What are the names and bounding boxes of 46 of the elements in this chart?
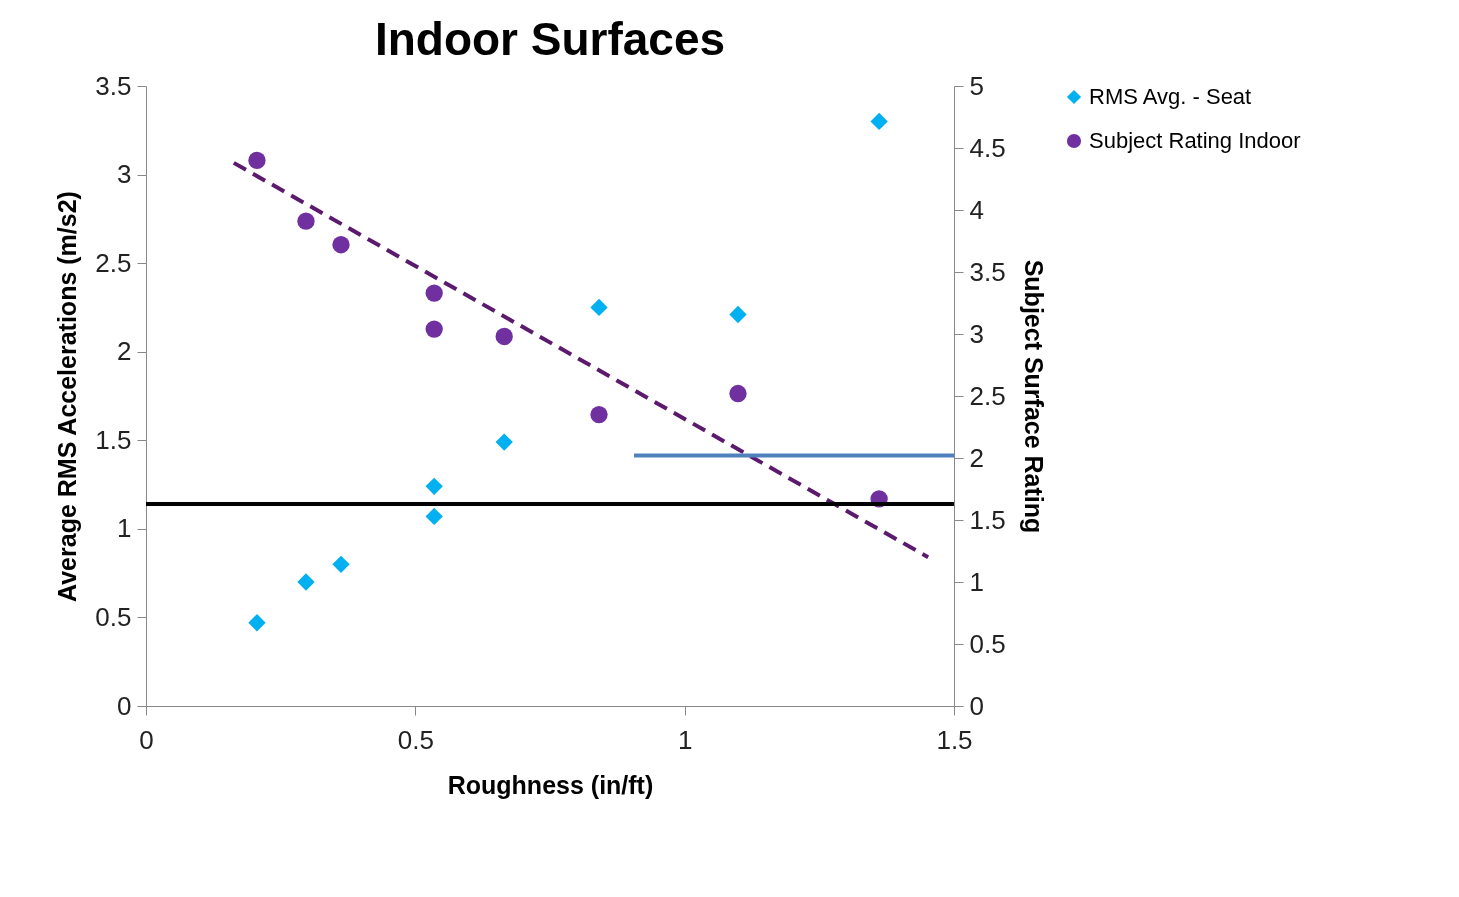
point bbox=[590, 298, 608, 317]
y-tick-label: 2 bbox=[117, 336, 132, 367]
y-tick-label: 1 bbox=[117, 513, 132, 544]
x-axis-title: Roughness (in/ft) bbox=[447, 770, 654, 799]
point bbox=[248, 151, 266, 170]
point bbox=[425, 507, 443, 526]
x-tick-label: 1 bbox=[677, 724, 693, 755]
y2-tick-label: 2.5 bbox=[969, 380, 1006, 411]
point bbox=[729, 384, 747, 403]
point bbox=[332, 555, 350, 573]
y2-tick-label: 0 bbox=[969, 690, 984, 721]
y2-tick-label: 3.5 bbox=[969, 256, 1006, 287]
point bbox=[495, 433, 513, 451]
y2-tick-label: 2 bbox=[969, 442, 984, 473]
y-tick-label: 0 bbox=[117, 690, 132, 721]
chart-title: Indoor Surfaces bbox=[374, 13, 726, 65]
point bbox=[870, 112, 888, 131]
point bbox=[332, 236, 350, 254]
legend-label: Subject Rating Indoor bbox=[1089, 128, 1301, 153]
y-tick-label: 2.5 bbox=[95, 247, 132, 278]
point bbox=[248, 614, 266, 632]
point bbox=[425, 284, 443, 302]
y-tick-label: 3.5 bbox=[95, 70, 132, 101]
y2-tick-label: 1.5 bbox=[969, 504, 1006, 535]
y-axis-title: Average RMS Accelerations (m/s2) bbox=[53, 191, 82, 602]
x-tick-label: 0 bbox=[139, 724, 154, 755]
y2-tick-label: 4.5 bbox=[969, 132, 1006, 163]
y2-tick-label: 5 bbox=[969, 70, 984, 101]
legend-label: RMS Avg. - Seat bbox=[1089, 84, 1252, 109]
point bbox=[425, 477, 443, 495]
x-tick-label: 0.5 bbox=[397, 724, 434, 755]
point bbox=[425, 320, 443, 338]
point bbox=[297, 573, 315, 591]
y2-tick-label: 0.5 bbox=[969, 628, 1006, 659]
y2-tick-label: 1 bbox=[969, 566, 984, 597]
y-tick-label: 1.5 bbox=[95, 424, 132, 455]
point bbox=[590, 405, 608, 424]
y2-tick-label: 4 bbox=[969, 194, 984, 225]
point bbox=[495, 327, 513, 346]
y2-axis-title: Subject Surface Rating bbox=[1019, 259, 1048, 534]
x-tick-label: 1.5 bbox=[936, 724, 973, 755]
y2-tick-label: 3 bbox=[969, 318, 984, 349]
point bbox=[297, 212, 315, 230]
y-tick-label: 3 bbox=[117, 159, 132, 190]
y-tick-label: 0.5 bbox=[95, 601, 132, 632]
point bbox=[729, 305, 747, 324]
